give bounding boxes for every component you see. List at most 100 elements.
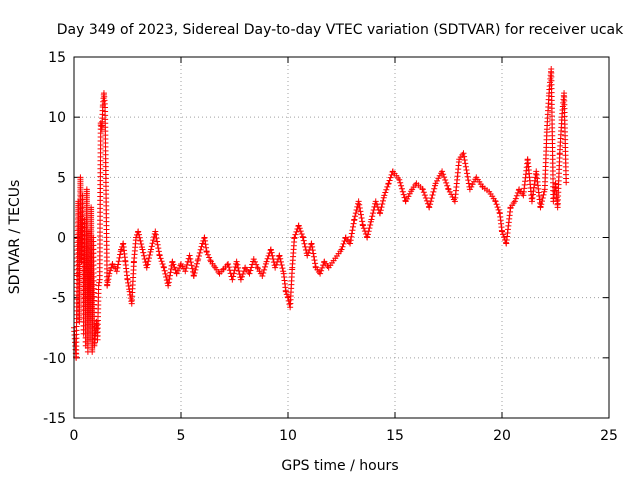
data-point <box>195 253 202 260</box>
data-point <box>444 182 451 189</box>
data-point <box>272 264 279 271</box>
data-point <box>359 218 366 225</box>
data-point <box>513 192 520 199</box>
data-point <box>406 190 413 197</box>
data-point <box>268 249 275 256</box>
data-point <box>115 258 122 265</box>
data-point <box>167 269 174 276</box>
data-point <box>158 258 165 265</box>
data-point <box>563 179 570 186</box>
plot-frame <box>73 56 610 419</box>
data-point <box>141 255 148 262</box>
data-point <box>512 195 519 202</box>
data-point <box>351 216 358 223</box>
data-point <box>305 249 312 256</box>
data-point <box>186 252 193 259</box>
data-point <box>193 260 200 267</box>
data-point <box>197 246 204 253</box>
data-point <box>195 256 202 263</box>
data-point <box>261 266 268 273</box>
data-point <box>171 264 178 271</box>
y-tick-label: 5 <box>57 170 66 186</box>
data-point <box>353 207 360 214</box>
data-point <box>492 198 499 205</box>
data-point <box>105 276 112 283</box>
data-point <box>108 264 115 271</box>
data-point <box>367 221 374 228</box>
data-point <box>233 258 240 265</box>
data-point <box>173 270 180 277</box>
data-point <box>117 251 124 258</box>
data-point <box>419 186 426 193</box>
data-point <box>219 266 226 273</box>
data-point <box>125 283 132 290</box>
data-point <box>341 238 348 245</box>
data-point <box>156 252 163 259</box>
data-point <box>206 254 213 261</box>
data-point <box>369 213 376 220</box>
data-point <box>370 207 377 214</box>
data-point <box>301 240 308 247</box>
data-point <box>276 252 283 259</box>
data-point <box>311 257 318 264</box>
data-point <box>152 228 159 235</box>
data-point <box>168 266 175 273</box>
data-point <box>170 261 177 268</box>
data-point <box>308 240 315 247</box>
data-point <box>106 270 113 277</box>
data-point <box>310 250 317 257</box>
data-point <box>234 261 241 268</box>
data-point <box>229 276 236 283</box>
data-point <box>157 255 164 262</box>
data-point <box>356 201 363 208</box>
data-point <box>356 205 363 212</box>
data-point <box>114 264 121 271</box>
data-point <box>238 273 245 280</box>
x-tick-label: 20 <box>493 428 511 444</box>
data-point <box>183 265 190 272</box>
data-point <box>462 160 469 167</box>
data-point <box>152 231 159 238</box>
data-point <box>387 174 394 181</box>
data-point <box>431 185 438 192</box>
data-point <box>427 198 434 205</box>
data-point <box>428 195 435 202</box>
data-point <box>250 256 257 263</box>
data-point <box>514 189 521 196</box>
data-point <box>511 198 518 205</box>
data-point <box>104 279 111 286</box>
data-point <box>159 261 166 268</box>
data-point <box>125 279 132 286</box>
data-point <box>398 185 405 192</box>
data-point <box>464 173 471 180</box>
data-point <box>293 228 300 235</box>
data-point <box>446 188 453 195</box>
data-point <box>230 273 237 280</box>
data-point <box>153 235 160 242</box>
data-point <box>364 231 371 238</box>
data-point <box>462 163 469 170</box>
data-point <box>282 288 289 295</box>
data-point <box>365 228 372 235</box>
data-point <box>292 231 299 238</box>
data-point <box>420 189 427 196</box>
data-point <box>240 268 247 275</box>
data-point <box>461 153 468 160</box>
data-point <box>161 267 168 274</box>
data-point <box>440 171 447 178</box>
data-point <box>537 204 544 211</box>
data-point <box>372 198 379 205</box>
data-point <box>104 282 111 289</box>
data-point <box>377 207 384 214</box>
data-point <box>191 269 198 276</box>
data-point <box>373 201 380 208</box>
data-point <box>465 180 472 187</box>
data-point <box>165 282 172 289</box>
data-point <box>340 240 347 247</box>
data-point <box>399 188 406 195</box>
data-point <box>190 273 197 280</box>
data-point <box>309 243 316 250</box>
data-point <box>286 301 293 308</box>
data-point <box>539 198 546 205</box>
data-point <box>348 233 355 240</box>
